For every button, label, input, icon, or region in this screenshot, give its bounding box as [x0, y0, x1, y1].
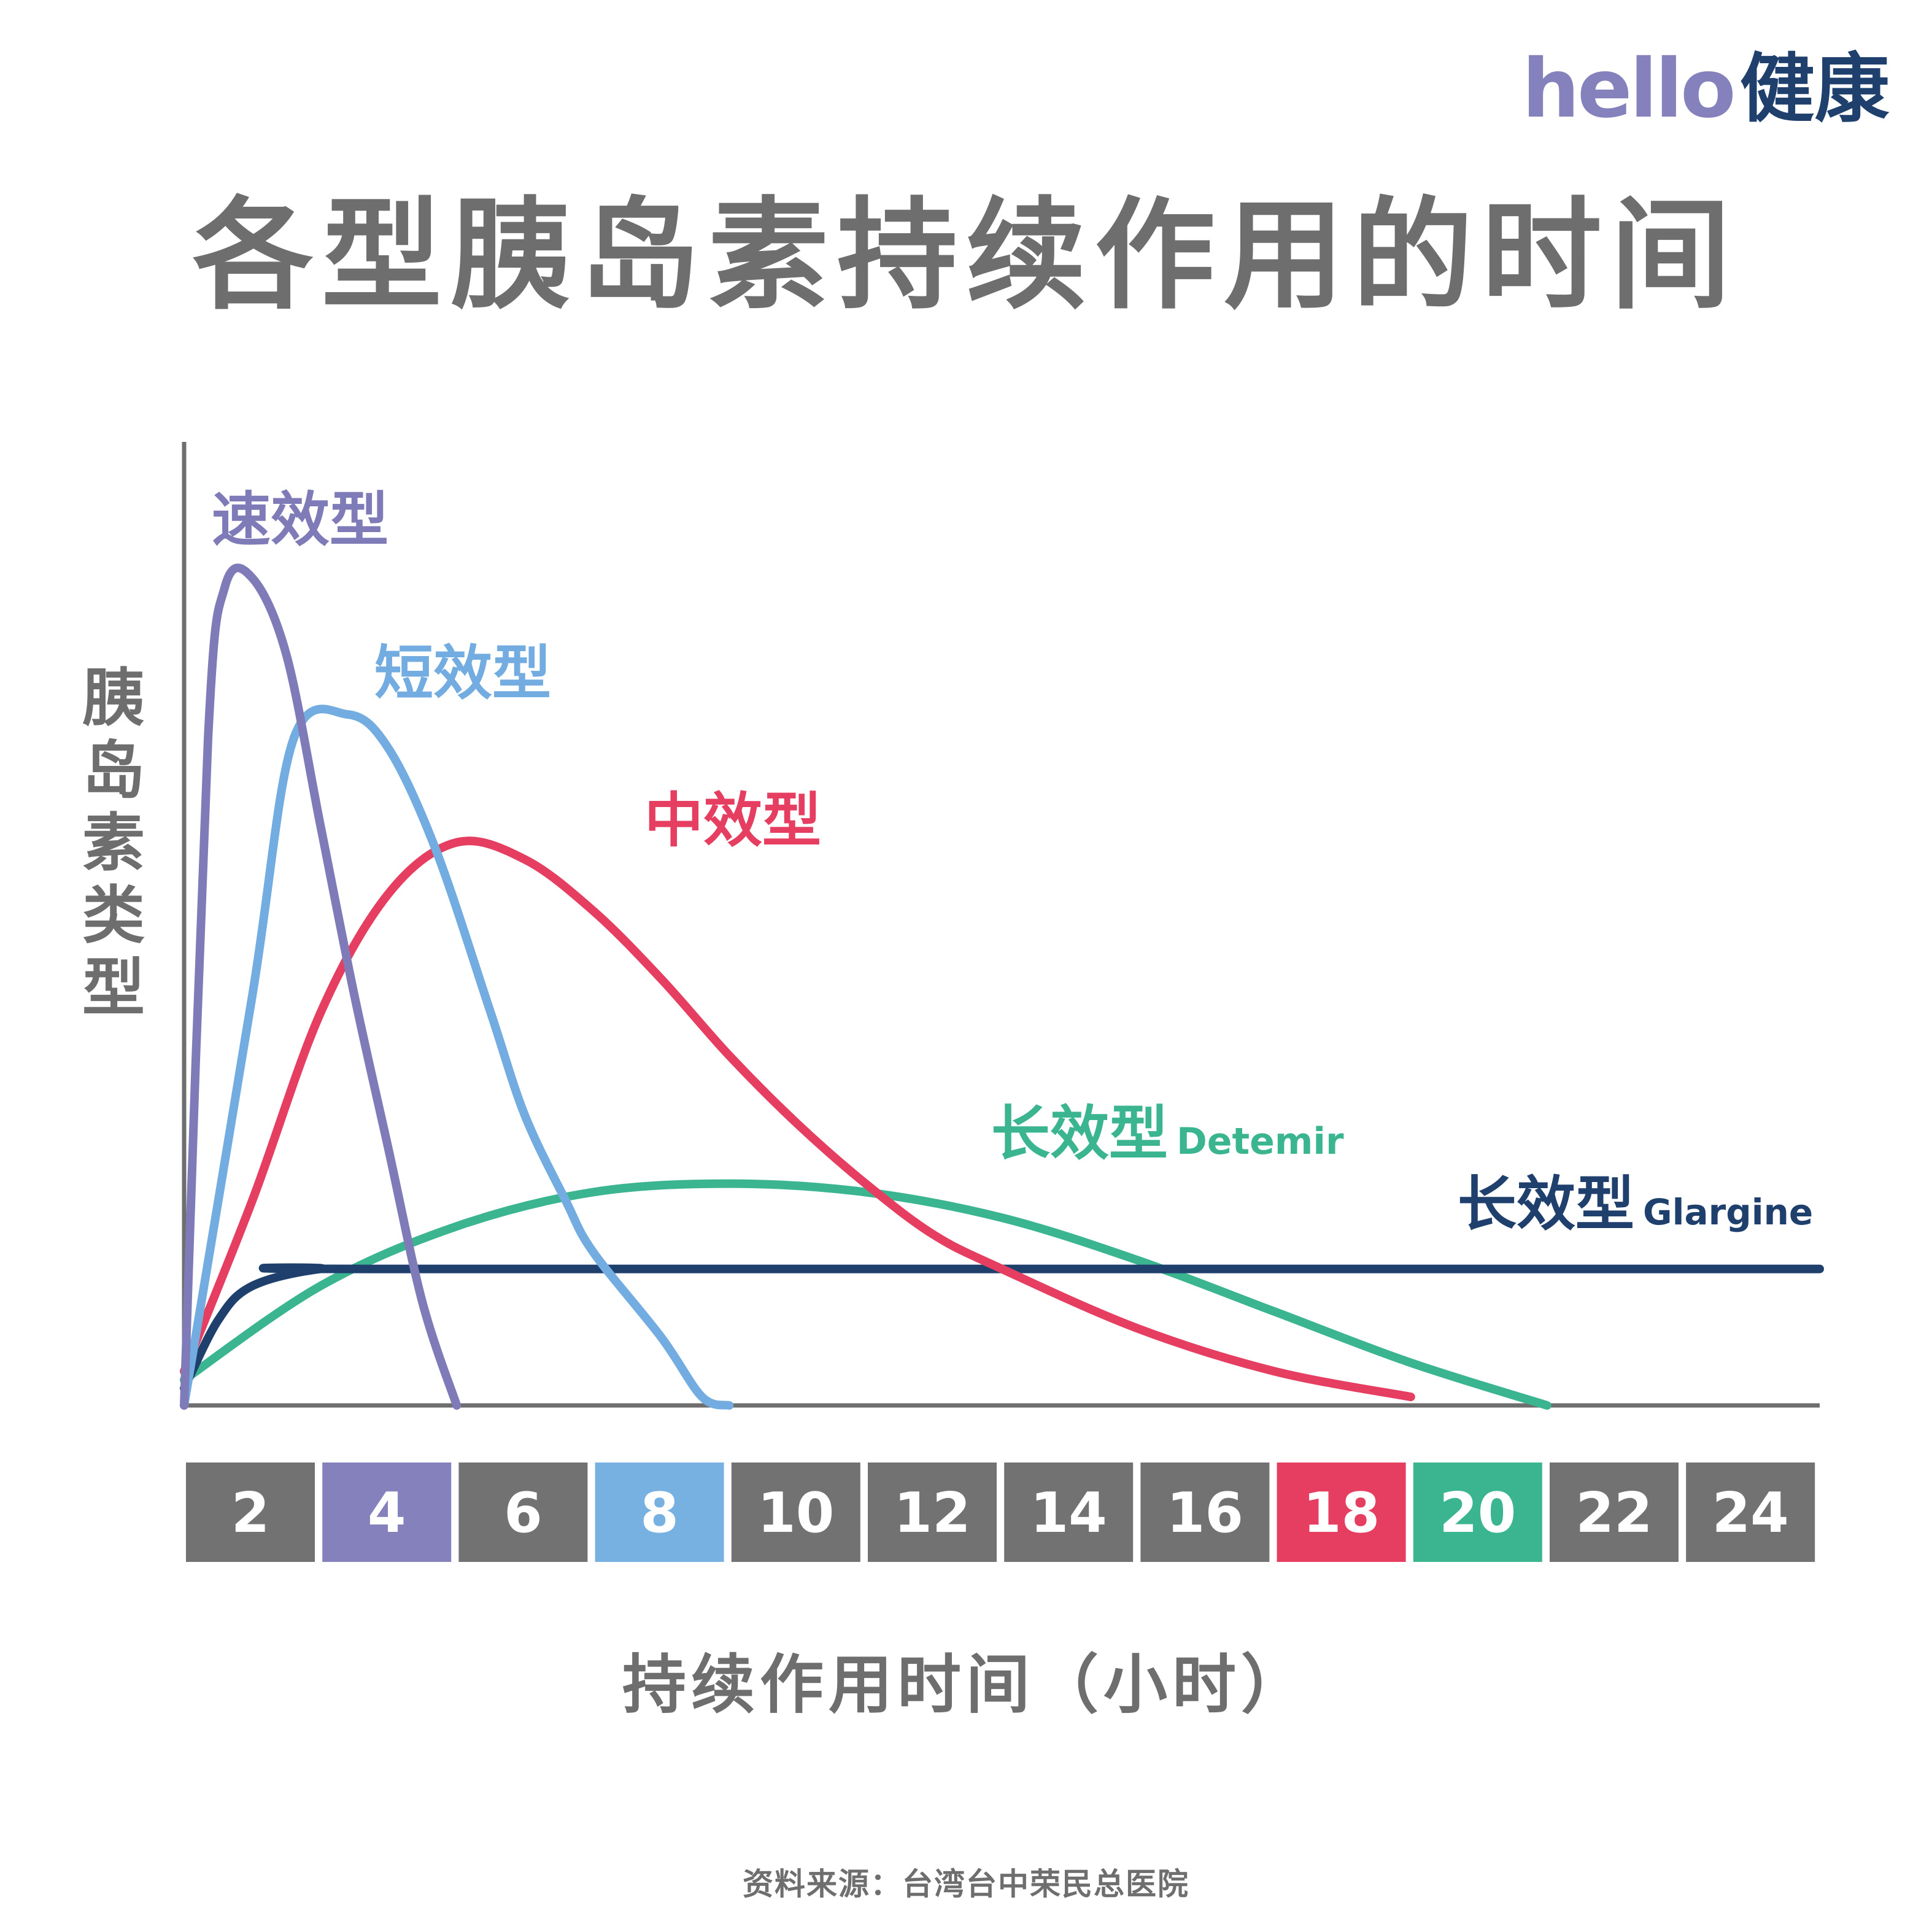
series-label-intermediate: 中效型 — [644, 786, 821, 855]
series-label-name: 短效型 — [374, 639, 551, 708]
series-label-rapid: 速效型 — [212, 485, 388, 554]
series-line-short — [180, 705, 734, 1410]
series-label-sub: Detemir — [1177, 1120, 1344, 1163]
x-tick-label: 14 — [1030, 1481, 1107, 1545]
x-tick-label: 16 — [1167, 1481, 1243, 1545]
chart-axes — [182, 442, 1820, 1408]
x-tick-2: 2 — [186, 1463, 315, 1562]
series-label-name: 中效型 — [644, 786, 821, 855]
x-tick-box — [868, 1463, 997, 1562]
x-tick-label: 2 — [231, 1481, 270, 1545]
x-tick-label: 18 — [1303, 1481, 1380, 1545]
x-tick-box — [595, 1463, 724, 1562]
x-tick-box — [186, 1463, 315, 1562]
series-label-short: 短效型 — [374, 639, 551, 708]
x-tick-box — [1686, 1463, 1815, 1562]
x-tick-box — [1277, 1463, 1406, 1562]
x-tick-label: 8 — [640, 1481, 679, 1545]
brand-logo: hello 健康 — [1522, 37, 1890, 141]
series-line-long-detemir — [180, 1179, 1551, 1410]
series-label-name: 长效型 — [1458, 1170, 1634, 1238]
x-tick-label: 20 — [1439, 1481, 1516, 1545]
x-tick-4: 4 — [322, 1463, 452, 1562]
y-axis-label: 胰岛素类型 — [74, 663, 153, 1025]
x-tick-box — [458, 1463, 588, 1562]
chart-title: 各型胰岛素持续作用的时间 — [192, 186, 1739, 326]
series-label-name: 长效型 — [991, 1099, 1168, 1168]
x-tick-10: 10 — [731, 1463, 860, 1562]
x-tick-12: 12 — [868, 1463, 997, 1562]
series-label-long-glargine: 长效型 Glargine — [1458, 1170, 1813, 1238]
x-tick-label: 24 — [1712, 1481, 1789, 1545]
x-tick-label: 10 — [757, 1481, 834, 1545]
series-line-long-glargine — [180, 1263, 1824, 1393]
x-tick-box — [731, 1463, 860, 1562]
x-axis-label: 持续作用时间（小时） — [622, 1647, 1310, 1722]
x-tick-18: 18 — [1277, 1463, 1406, 1562]
x-tick-box — [1140, 1463, 1270, 1562]
x-tick-22: 22 — [1550, 1463, 1679, 1562]
logo-text-en: hello — [1522, 42, 1736, 136]
x-tick-label: 22 — [1575, 1481, 1652, 1545]
series-label-sub: Glargine — [1643, 1191, 1813, 1233]
x-tick-16: 16 — [1140, 1463, 1270, 1562]
x-tick-box — [1413, 1463, 1542, 1562]
x-tick-boxes: 2 4 6 8 10 12 14 16 18 20 22 24 — [186, 1463, 1815, 1562]
x-tick-box — [1550, 1463, 1679, 1562]
x-tick-label: 6 — [504, 1481, 543, 1545]
series-line-intermediate — [180, 837, 1415, 1402]
x-tick-box — [322, 1463, 452, 1562]
series-label-long-detemir: 长效型 Detemir — [991, 1099, 1344, 1168]
series-label-name: 速效型 — [212, 485, 388, 554]
x-tick-20: 20 — [1413, 1463, 1542, 1562]
x-tick-box — [1004, 1463, 1134, 1562]
y-axis-label-text: 胰岛素类型 — [82, 662, 145, 1025]
x-tick-24: 24 — [1686, 1463, 1815, 1562]
x-tick-6: 6 — [458, 1463, 588, 1562]
series-line-rapid — [180, 563, 462, 1410]
source-note: 资料来源：台湾台中荣民总医院 — [743, 1866, 1189, 1902]
x-tick-label: 4 — [368, 1481, 406, 1545]
x-tick-label: 12 — [894, 1481, 970, 1545]
logo-text-zh: 健康 — [1739, 45, 1890, 133]
x-tick-8: 8 — [595, 1463, 724, 1562]
x-tick-14: 14 — [1004, 1463, 1134, 1562]
series-lines — [180, 563, 1824, 1410]
